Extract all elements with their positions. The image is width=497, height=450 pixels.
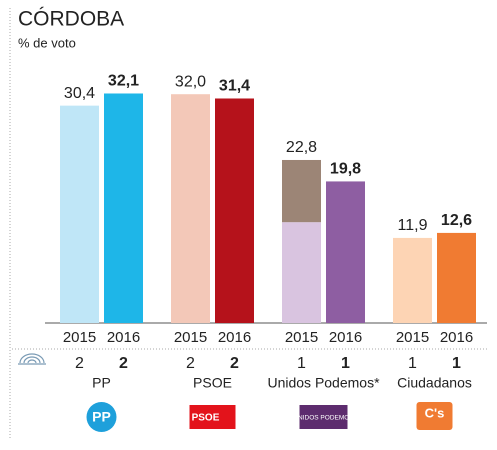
- year-label: 2016: [440, 329, 473, 346]
- party-name: Ciudadanos: [397, 375, 472, 391]
- value-label: 31,4: [219, 78, 250, 95]
- logo: [189, 405, 236, 429]
- seats: 2: [75, 355, 84, 372]
- chart-title: CÓRDOBA: [18, 8, 124, 31]
- year-label: 2016: [218, 329, 251, 346]
- bar-segment: [282, 159, 321, 223]
- logo-text: PP: [92, 409, 111, 425]
- bar: [60, 105, 99, 323]
- party-name: Unidos Podemos*: [267, 375, 380, 391]
- year-label: 2016: [107, 329, 140, 346]
- seats: 2: [186, 355, 195, 372]
- bar: [437, 232, 476, 323]
- logo: [299, 405, 348, 429]
- bar: [393, 237, 432, 323]
- bar: [171, 94, 210, 323]
- logo: [86, 402, 117, 432]
- seats: 2: [119, 355, 128, 372]
- value-label: 22,8: [286, 139, 317, 156]
- seats: 1: [452, 355, 461, 372]
- value-label: 12,6: [441, 212, 472, 229]
- chart-subtitle: % de voto: [18, 35, 76, 50]
- year-label: 2015: [396, 329, 429, 346]
- value-label: 30,4: [64, 85, 95, 102]
- bar: [326, 181, 365, 323]
- year-label: 2016: [329, 329, 362, 346]
- bar-segment: [282, 222, 321, 323]
- logo-text: UNIDOS PODEMOS: [293, 415, 354, 422]
- seats: 1: [297, 355, 306, 372]
- logo-text: C's: [425, 405, 445, 420]
- year-label: 2015: [63, 329, 96, 346]
- logo-text: PSOE: [192, 413, 220, 424]
- bar: [104, 93, 143, 323]
- seats: 1: [408, 355, 417, 372]
- logo: [416, 402, 453, 430]
- party-name: PSOE: [193, 375, 232, 391]
- parliament-icon: [18, 353, 46, 365]
- seats: 2: [230, 355, 239, 372]
- bar: [215, 98, 254, 324]
- year-label: 2015: [285, 329, 318, 346]
- value-label: 19,8: [330, 161, 361, 178]
- value-label: 32,0: [175, 73, 206, 90]
- seats: 1: [341, 355, 350, 372]
- party-name: PP: [92, 375, 111, 391]
- value-label: 11,9: [398, 217, 428, 234]
- year-label: 2015: [174, 329, 207, 346]
- value-label: 32,1: [108, 73, 139, 90]
